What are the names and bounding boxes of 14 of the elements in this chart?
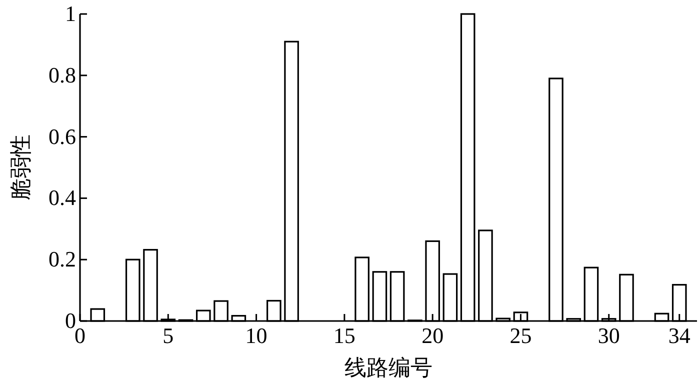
y-tick-label: 0.4	[48, 185, 76, 210]
x-tick-label: 15	[333, 323, 356, 348]
y-tick-label: 1	[65, 1, 76, 26]
x-tick-label: 34	[668, 323, 690, 348]
x-tick-label: 25	[510, 323, 532, 348]
x-axis-title: 线路编号	[344, 355, 432, 380]
y-axis-title: 脆弱性	[8, 134, 33, 200]
y-tick-label: 0.8	[48, 62, 76, 88]
x-tick-label: 10	[245, 323, 268, 348]
y-tick-label: 0.2	[48, 246, 76, 272]
x-tick-label: 30	[598, 323, 620, 348]
x-tick-label: 5	[162, 323, 174, 348]
x-tick-label: 20	[422, 323, 444, 348]
y-tick-label: 0.6	[48, 124, 76, 149]
